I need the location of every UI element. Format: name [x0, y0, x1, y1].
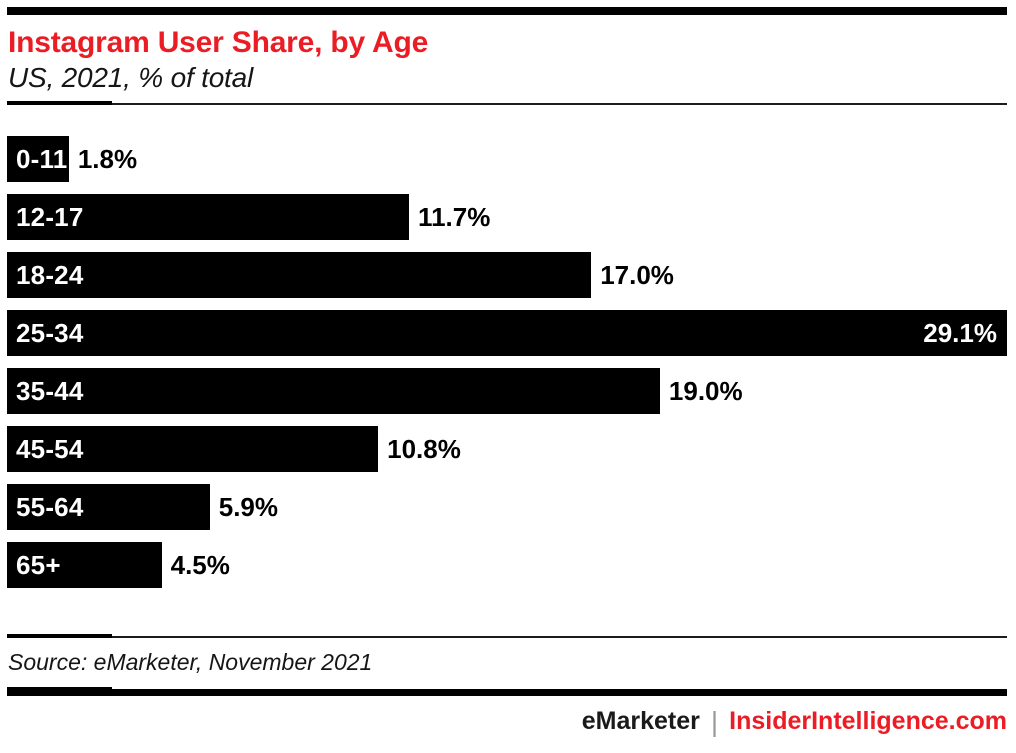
bar-row-65+: 65+ 4.5%	[7, 542, 1007, 589]
bar-category-label: 12-17	[16, 201, 84, 232]
bar-category-label: 65+	[16, 549, 61, 580]
footer-divider	[7, 634, 1007, 639]
bar-row-45-54: 45-54 10.8%	[7, 426, 1007, 473]
bar-value-label: 17.0%	[600, 259, 674, 290]
bar-row-0-11: 0-11 1.8%	[7, 136, 1007, 183]
header-divider	[7, 101, 1007, 106]
bar-row-55-64: 55-64 5.9%	[7, 484, 1007, 531]
insider-intelligence-logo-text: InsiderIntelligence.com	[729, 707, 1007, 736]
chart-subtitle: US, 2021, % of total	[8, 62, 254, 93]
footer-thick-bar	[7, 687, 1007, 697]
bar-category-label: 18-24	[16, 259, 84, 290]
chart-title: Instagram User Share, by Age	[8, 26, 429, 59]
branding: eMarketer | InsiderIntelligence.com	[7, 704, 1007, 739]
brand-separator: |	[710, 706, 719, 738]
bar-category-label: 55-64	[16, 491, 84, 522]
top-border-bar	[7, 7, 1007, 15]
source-note: Source: eMarketer, November 2021	[8, 649, 373, 676]
bar-value-label: 19.0%	[668, 375, 743, 406]
bar-value-label: 29.1%	[923, 317, 997, 348]
divider-thick-segment	[7, 634, 112, 639]
bar-row-12-17: 12-17 11.7%	[7, 194, 1007, 241]
bar-45-54: 45-54	[7, 426, 379, 473]
bar-35-44: 35-44	[7, 368, 660, 415]
divider-thick-segment	[7, 687, 112, 697]
bar-category-label: 0-11	[16, 143, 68, 174]
bar-category-label: 25-34	[16, 317, 84, 348]
bar-value-label: 1.8%	[77, 143, 138, 174]
bar-0-11: 0-11	[7, 136, 69, 183]
bar-65+: 65+	[7, 542, 162, 589]
bar-value-label: 5.9%	[218, 491, 278, 522]
bar-row-18-24: 18-24 17.0%	[7, 252, 1007, 299]
divider-thick-segment	[7, 101, 112, 106]
emarketer-logo-text: eMarketer	[581, 707, 700, 736]
bar-row-25-34: 25-34 29.1%	[7, 310, 1007, 357]
bar-value-label: 10.8%	[387, 433, 461, 464]
bar-25-34: 25-34 29.1%	[7, 310, 1007, 357]
bar-55-64: 55-64	[7, 484, 210, 531]
bar-12-17: 12-17	[7, 194, 410, 241]
bar-18-24: 18-24	[7, 252, 592, 299]
bar-category-label: 45-54	[16, 433, 84, 464]
bar-value-label: 11.7%	[418, 201, 491, 232]
bar-chart: 0-11 1.8% 12-17 11.7% 18-24 17.0% 25-34 29.1% 35…	[7, 136, 1007, 589]
bar-category-label: 35-44	[16, 375, 84, 406]
bar-row-35-44: 35-44 19.0%	[7, 368, 1007, 415]
bar-value-label: 4.5%	[170, 549, 230, 580]
